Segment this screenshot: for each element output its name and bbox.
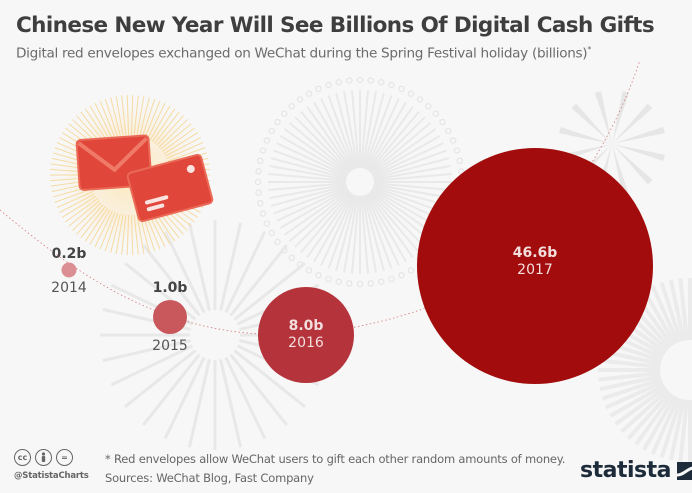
- bubble-label-2017: 46.6b 2017: [513, 245, 558, 279]
- bubble-value-2014: 0.2b: [51, 246, 87, 262]
- chart-title: Chinese New Year Will See Billions Of Di…: [16, 13, 655, 38]
- bubble-value-2016: 8.0b: [288, 318, 324, 335]
- bubble-2014: [61, 262, 77, 278]
- bubble-year-2017: 2017: [517, 262, 553, 278]
- statista-wordmark: statista: [580, 458, 671, 483]
- license-icons: cc =: [14, 449, 73, 466]
- footnote: * Red envelopes allow WeChat users to gi…: [105, 452, 566, 466]
- bubble-value-2017: 46.6b: [512, 245, 558, 262]
- bubble-2016: [258, 287, 354, 383]
- no-derivatives-icon: =: [56, 449, 73, 466]
- bubble-year-2014: 2014: [51, 280, 87, 296]
- footnote-marker: *: [587, 45, 592, 54]
- subtitle-text: Digital red envelopes exchanged on WeCha…: [16, 45, 588, 62]
- cc-icon: cc: [14, 449, 31, 466]
- bubble-label-2016: 8.0b 2016: [288, 318, 324, 352]
- bubble-year-2016: 2016: [288, 335, 324, 351]
- postcard-icon: [126, 153, 214, 223]
- chart-subtitle: Digital red envelopes exchanged on WeCha…: [16, 45, 591, 62]
- attribution-person-icon: [35, 449, 52, 466]
- bubble-value-2015: 1.0b: [152, 280, 188, 296]
- statista-handle: @StatistaCharts: [14, 471, 89, 481]
- statista-logo-icon: [676, 461, 692, 480]
- statista-logo[interactable]: statista: [580, 458, 692, 483]
- sources: Sources: WeChat Blog, Fast Company: [105, 471, 314, 485]
- bubble-2017: [417, 148, 653, 384]
- bubble-year-2015: 2015: [152, 338, 188, 354]
- firework-decoration-bottomleft: [100, 220, 330, 450]
- bubble-2015: [153, 300, 187, 334]
- firework-decoration-center: [254, 76, 466, 288]
